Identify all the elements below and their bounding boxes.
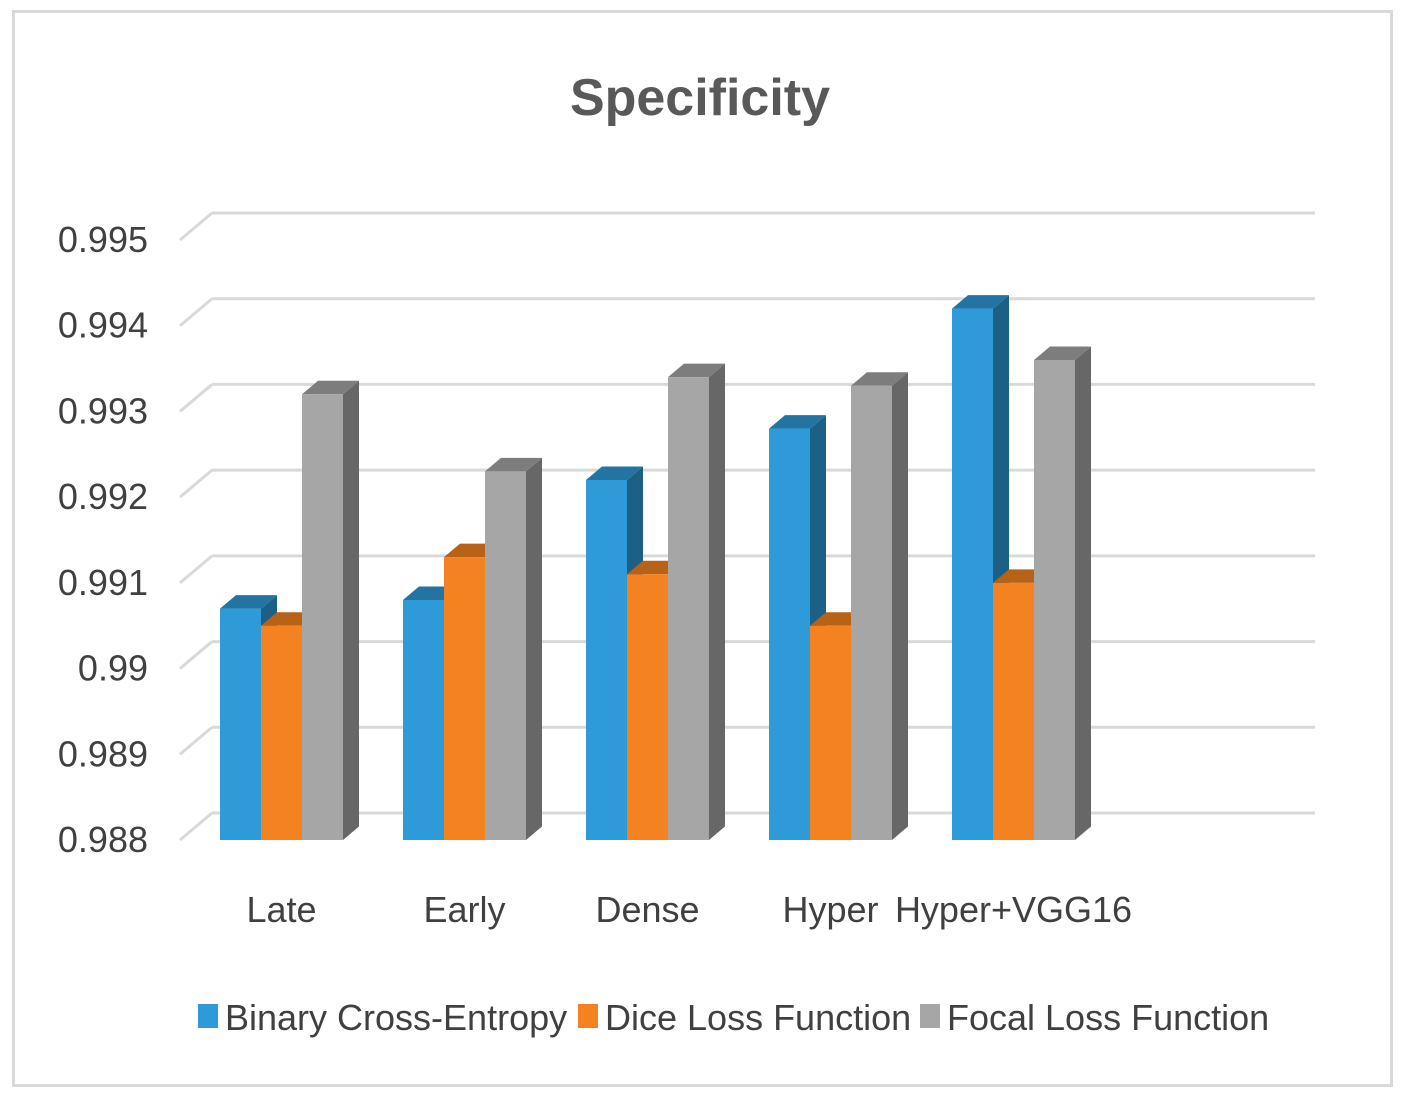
chart-title: Specificity	[570, 69, 830, 127]
bar-top	[851, 372, 908, 386]
gridline-diagonal	[179, 383, 213, 413]
bar-front	[444, 557, 485, 840]
bar-front	[851, 385, 892, 840]
bar-side	[1075, 346, 1091, 840]
bar-front	[952, 308, 993, 841]
y-tick-label: 0.992	[58, 476, 148, 517]
bar-front	[586, 480, 627, 840]
bar-top	[302, 380, 359, 395]
gridline-diagonal	[179, 468, 213, 499]
y-tick-label: 0.995	[58, 219, 148, 260]
x-category-label: Late	[246, 889, 316, 930]
legend: Binary Cross-Entropy Dice Loss Function Fo…	[198, 997, 1269, 1038]
bar-side	[709, 363, 725, 840]
gridline-diagonal	[179, 554, 213, 585]
bar-front	[261, 625, 302, 840]
gridlines	[179, 211, 1315, 842]
bar-top	[668, 363, 725, 378]
x-category-label: Hyper	[782, 889, 878, 930]
x-category-label: Hyper+VGG16	[895, 889, 1132, 930]
bar-front	[668, 377, 709, 840]
bar-side	[526, 457, 542, 840]
x-category-label: Dense	[595, 889, 699, 930]
legend-item: Dice Loss Function	[578, 997, 911, 1038]
x-category-label: Early	[423, 889, 505, 930]
y-axis-ticks: 0.988 0.989 0.99 0.991 0.992 0.993 0.994 0.995	[58, 219, 148, 860]
bar-front	[302, 394, 343, 840]
y-tick-label: 0.989	[58, 733, 148, 774]
bar-side	[343, 380, 359, 840]
y-tick-label: 0.988	[58, 819, 148, 860]
y-tick-label: 0.993	[58, 390, 148, 431]
bar-top	[586, 466, 643, 480]
bar-top	[769, 415, 826, 429]
bar-top	[952, 295, 1009, 309]
bar-front	[485, 471, 526, 840]
bars	[220, 295, 1091, 841]
bar-front	[810, 625, 851, 840]
bar-front	[993, 582, 1034, 840]
y-tick-label: 0.994	[58, 305, 148, 346]
legend-swatch	[578, 1004, 598, 1028]
legend-label: Dice Loss Function	[605, 997, 911, 1038]
legend-label: Focal Loss Function	[947, 997, 1269, 1038]
legend-label: Binary Cross-Entropy	[225, 997, 567, 1038]
y-tick-label: 0.99	[78, 648, 148, 689]
bar-focal-loss-function-hyper	[851, 372, 908, 840]
gridline-diagonal	[179, 297, 213, 327]
bar-top	[485, 457, 542, 472]
bar-side	[892, 372, 908, 840]
bar-top	[1034, 346, 1091, 360]
gridline-diagonal	[179, 211, 213, 242]
legend-swatch	[920, 1004, 940, 1028]
legend-item: Binary Cross-Entropy	[198, 997, 567, 1038]
bar-focal-loss-function-early	[485, 457, 542, 840]
bar-front	[769, 428, 810, 840]
bar-front	[1034, 360, 1075, 840]
gridline-diagonal	[179, 811, 213, 842]
legend-swatch	[198, 1004, 218, 1028]
bar-front	[220, 608, 261, 840]
bar-focal-loss-function-hyper-vgg16	[1034, 346, 1091, 840]
x-axis-categories: Late Early Dense Hyper Hyper+VGG16	[246, 889, 1132, 930]
bar-front	[403, 600, 444, 840]
legend-item: Focal Loss Function	[920, 997, 1269, 1038]
y-tick-label: 0.991	[58, 562, 148, 603]
gridline-diagonal	[179, 640, 213, 670]
bar-focal-loss-function-dense	[668, 363, 725, 840]
bar-top	[220, 595, 277, 609]
bar-front	[627, 574, 668, 840]
bar-focal-loss-function-late	[302, 380, 359, 840]
gridline-diagonal	[179, 726, 213, 756]
